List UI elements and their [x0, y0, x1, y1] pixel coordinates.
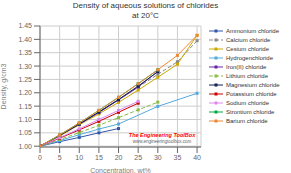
html-text:Iron(II) chloride: Iron(II) chloride: [226, 63, 267, 70]
svg-text:15: 15: [95, 154, 103, 161]
html-text:Sodium chloride: Sodium chloride: [226, 99, 269, 106]
html-text:Ammonium chloride: Ammonium chloride: [226, 27, 279, 34]
svg-text:20: 20: [115, 154, 123, 161]
svg-text:5: 5: [58, 154, 62, 161]
svg-text:1.25: 1.25: [18, 76, 32, 83]
svg-text:1.30: 1.30: [18, 63, 32, 70]
svg-text:1.05: 1.05: [18, 129, 32, 136]
html-text:Density of aqueous solutions o: Density of aqueous solutions of chloride…: [72, 1, 219, 10]
svg-text:1.35: 1.35: [18, 49, 32, 56]
svg-text:1.40: 1.40: [18, 36, 32, 43]
svg-text:35: 35: [174, 154, 182, 161]
svg-text:1.10: 1.10: [18, 116, 32, 123]
html-text:Calcium chloride: Calcium chloride: [226, 36, 271, 43]
html-text:Hydrogenchloride: Hydrogenchloride: [226, 54, 273, 61]
svg-text:1.20: 1.20: [18, 89, 32, 96]
html-text:Magnesium chloride: Magnesium chloride: [226, 81, 280, 88]
svg-text:10: 10: [75, 154, 83, 161]
svg-text:1.45: 1.45: [18, 22, 32, 29]
svg-text:25: 25: [134, 154, 142, 161]
svg-text:0: 0: [38, 154, 42, 161]
html-text:Cesium chloride: Cesium chloride: [226, 45, 269, 52]
svg-text:1.15: 1.15: [18, 103, 32, 110]
svg-text:Density, g/cm3: Density, g/cm3: [8, 64, 9, 110]
svg-text:30: 30: [154, 154, 162, 161]
html-text:Strontium chloride: Strontium chloride: [226, 108, 275, 115]
html-text:Barium chloride: Barium chloride: [226, 117, 268, 124]
svg-text:40: 40: [193, 154, 201, 161]
html-text:The Engineering ToolBox: The Engineering ToolBox: [128, 132, 196, 138]
svg-text:Concentration, wt%: Concentration, wt%: [90, 167, 151, 173]
html-text:Lithium chloride: Lithium chloride: [226, 72, 268, 79]
html-text:Potassium chloride: Potassium chloride: [226, 90, 277, 97]
svg-text:1.00: 1.00: [18, 143, 32, 150]
html-text:www.engineeringtoolbox.com: www.engineeringtoolbox.com: [132, 139, 192, 144]
html-text:at 20°C: at 20°C: [132, 11, 159, 20]
